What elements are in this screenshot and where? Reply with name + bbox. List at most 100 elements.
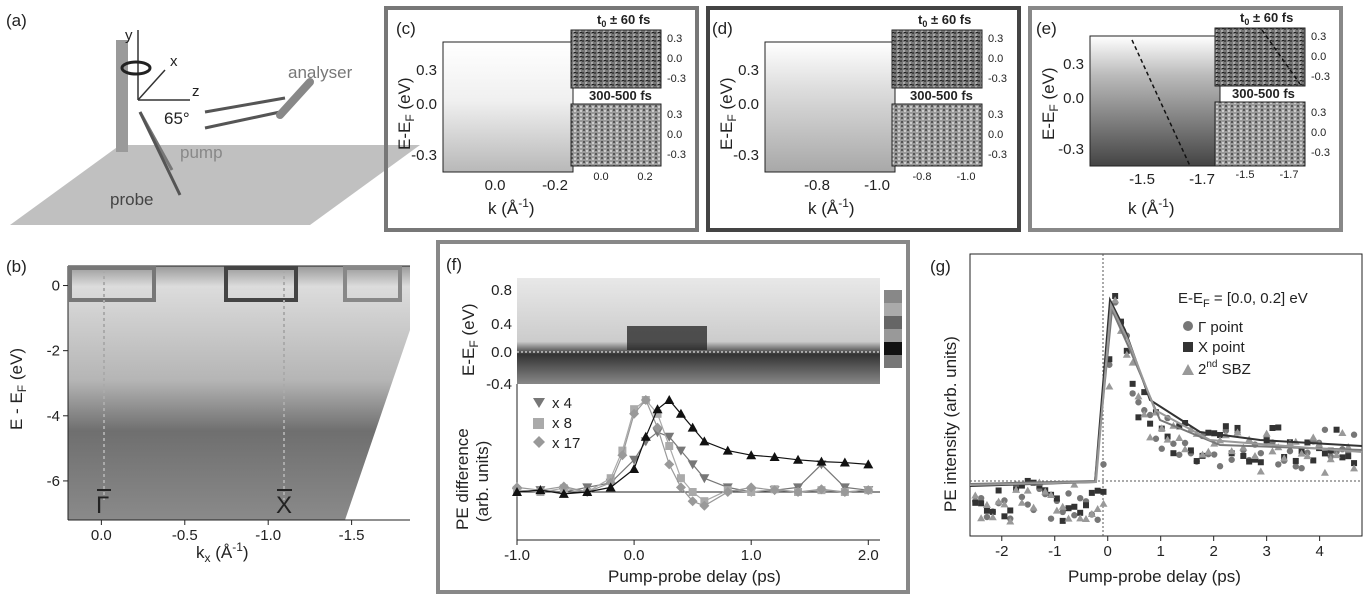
f-top-y-tick-label: 0.0 xyxy=(491,344,512,361)
b-xlabel: kx (Å-1) xyxy=(196,540,249,565)
f-data-point xyxy=(512,487,522,496)
c-inset-bottom-y-label: -0.3 xyxy=(667,149,686,161)
g-data-point xyxy=(1170,440,1177,447)
d-xlabel: k (Å-1) xyxy=(808,196,855,218)
b-y-tick-label: -4 xyxy=(47,408,60,425)
f-legend-1: x 4 xyxy=(552,395,572,412)
g-x-tick-label: 3 xyxy=(1262,543,1270,560)
g-data-point xyxy=(1170,450,1177,457)
f-data-point xyxy=(769,452,780,462)
g-data-point xyxy=(1233,428,1242,436)
f-top-y-tick-label: 0.4 xyxy=(491,316,512,333)
c-inset-x-label: 0.2 xyxy=(637,171,652,183)
axis-z-label: z xyxy=(192,83,200,100)
g-data-point xyxy=(1227,447,1236,455)
f-data-point xyxy=(665,442,674,450)
f-data-point xyxy=(687,422,698,432)
b-ylabel: E - EF (eV) xyxy=(7,348,29,430)
g-data-point xyxy=(1303,452,1312,460)
g-data-point xyxy=(1297,449,1306,457)
e-inset-top-y-label: 0.0 xyxy=(1311,51,1326,63)
f-data-point xyxy=(676,474,685,483)
f-data-point xyxy=(793,487,804,497)
f-data-point xyxy=(664,395,675,404)
g-x-tick-label: 1 xyxy=(1157,543,1165,560)
d-ticks: 0.3 0.0 -0.3 -0.8 -1.0 0.3 0.3 0.0 0.0 -0.3 -0.3 -0… xyxy=(733,33,1007,194)
g-x-tick-label: -2 xyxy=(995,543,1008,560)
g-data-point xyxy=(988,513,997,521)
g-data-point xyxy=(971,491,980,499)
g-data-point xyxy=(1141,407,1148,414)
g-data-point xyxy=(1052,506,1061,514)
g-data-point xyxy=(1106,356,1113,363)
g-data-point xyxy=(1129,390,1136,397)
pump-label: pump xyxy=(180,143,223,162)
f-data-point xyxy=(617,450,628,461)
g-data-point xyxy=(1106,361,1113,368)
g-data-point xyxy=(1257,459,1264,466)
g-data-point xyxy=(1181,445,1190,453)
g-data-point xyxy=(1076,494,1084,502)
f-data-point xyxy=(675,482,686,493)
f-ticks: -1.0 0.0 1.0 2.0 0.8 0.4 0.0 -0.4 xyxy=(486,282,879,564)
e-ylabel: E-EF (eV) xyxy=(1039,67,1061,140)
d-x-tick-label: -0.8 xyxy=(804,177,830,194)
g-data-point xyxy=(1239,443,1248,451)
c-inset-bottom-y-label: 0.3 xyxy=(667,109,682,121)
b-x-tick-label: -1.5 xyxy=(339,527,365,544)
d-inset-bottom-y-label: -0.3 xyxy=(988,149,1007,161)
g-data-point xyxy=(1345,453,1352,460)
b-x-ticks: 0.0 -0.5 -1.0 -1.5 xyxy=(91,520,365,544)
f-data-point xyxy=(839,487,850,497)
f-xlabel: Pump-probe delay (ps) xyxy=(608,567,781,586)
g-data-point xyxy=(1269,425,1276,432)
g-data-point xyxy=(1059,508,1066,516)
d-inset-top-title: t0 ± 60 fs xyxy=(918,12,971,29)
e-y-tick-label: -0.3 xyxy=(1058,141,1084,158)
inset-e-bottom xyxy=(1214,101,1306,167)
c-inset-top-y-label: 0.3 xyxy=(667,33,682,45)
f-data-point xyxy=(558,481,569,492)
spectrum-e xyxy=(1089,35,1221,167)
g-data-point xyxy=(1321,450,1328,457)
c-y-tick-label: 0.0 xyxy=(416,96,437,113)
inset-d-bottom xyxy=(891,103,983,167)
spectrum-c xyxy=(442,41,574,173)
e-inset-top-y-label: 0.3 xyxy=(1311,31,1326,43)
panel-a: (a) y x z 65° analyser pump probe xyxy=(6,11,420,225)
probe-label: probe xyxy=(110,190,153,209)
f-data-point xyxy=(652,428,663,438)
g-data-point xyxy=(1309,433,1318,441)
g-data-point xyxy=(1204,447,1213,455)
g-data-point xyxy=(1059,517,1066,524)
panel-g-label: (g) xyxy=(930,257,951,276)
f-legend: x 4 x 8 x 17 xyxy=(533,395,580,452)
c-inset-top-y-label: -0.3 xyxy=(667,73,686,85)
e-inset-top-y-label: -0.3 xyxy=(1311,71,1330,83)
f-data-point xyxy=(652,404,663,414)
g-data-point xyxy=(1163,435,1172,443)
g-data-point xyxy=(1175,434,1184,442)
b-x-tick-label: -1.0 xyxy=(255,527,281,544)
g-x-tick-label: -1 xyxy=(1048,543,1061,560)
g-ylabel: PE intensity (arb. units) xyxy=(941,336,960,512)
panel-c-frame xyxy=(384,6,699,232)
g-data-point xyxy=(1268,447,1277,455)
panel-f-label: (f) xyxy=(446,255,462,274)
panel-b: (b) Γ X 0.0 -0.5 -1.0 -1.5 0 -2 -4 -6 E - EF (… xyxy=(6,257,410,565)
e-x-tick-label: -1.7 xyxy=(1189,171,1215,188)
f-data-point xyxy=(687,496,698,507)
region-box-d xyxy=(224,266,298,302)
inset-d-top xyxy=(891,29,983,89)
f-data-point xyxy=(629,464,640,473)
g-data-point xyxy=(1146,411,1154,419)
g-data-point xyxy=(1158,445,1165,452)
x-symbol: X xyxy=(276,492,292,519)
c-inset-bottom-y-label: 0.0 xyxy=(667,129,682,141)
spectrum-d xyxy=(764,41,896,173)
d-y-tick-label: -0.3 xyxy=(733,147,759,164)
g-data-point xyxy=(1012,485,1021,493)
g-data-point xyxy=(1100,488,1107,495)
x-axis-arrow xyxy=(137,69,166,101)
g-data-point xyxy=(1135,399,1142,406)
